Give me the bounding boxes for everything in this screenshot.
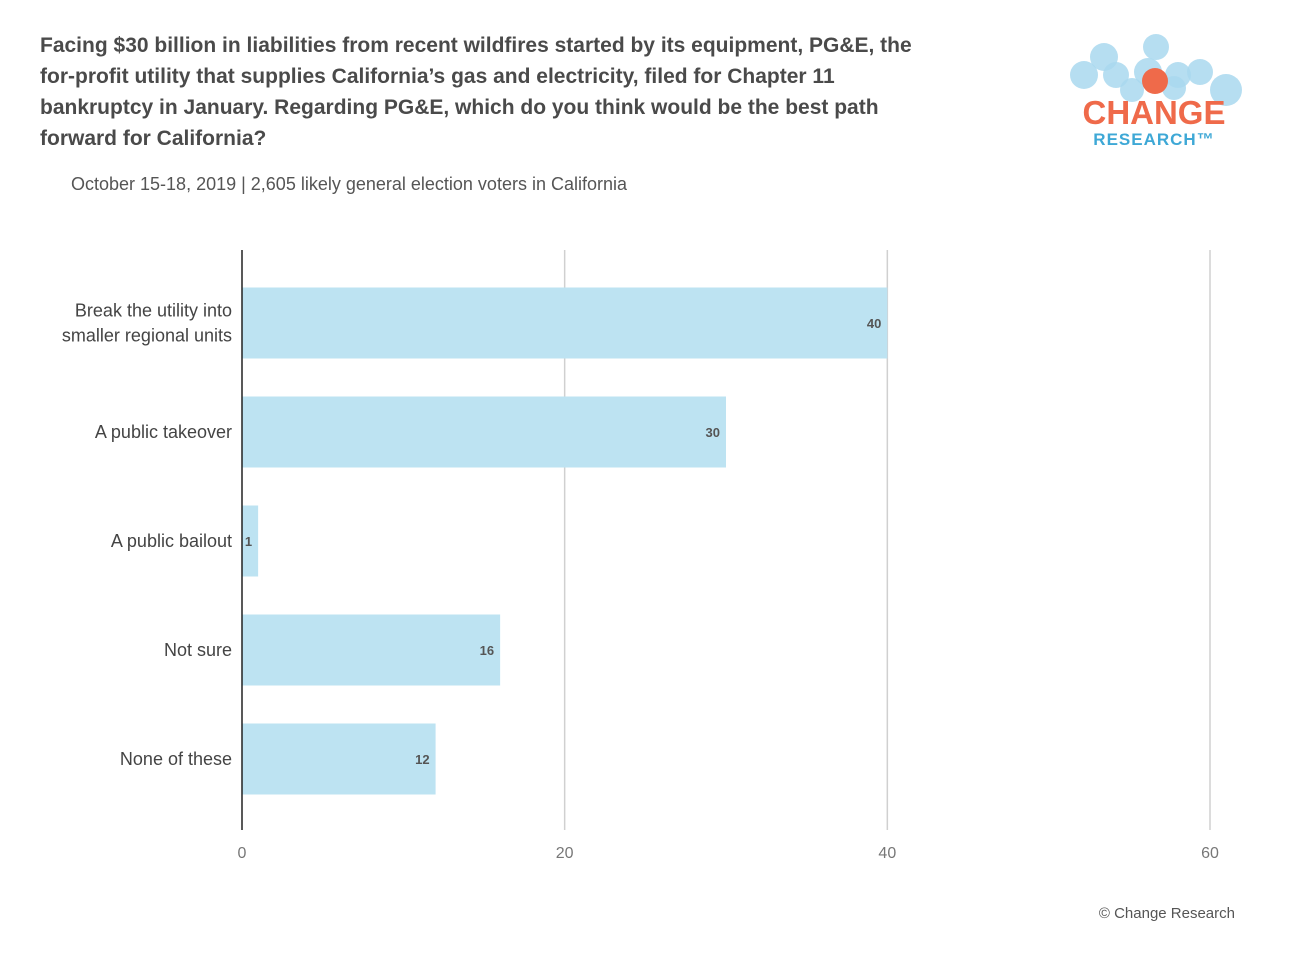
- bar: [242, 614, 501, 686]
- category-label: A public takeover: [95, 422, 232, 442]
- data-label: 40: [867, 316, 881, 331]
- change-research-logo: CHANGE RESEARCH™: [1062, 30, 1252, 160]
- data-label: 12: [415, 752, 429, 767]
- bar: [242, 723, 436, 795]
- bar: [242, 396, 726, 468]
- data-label: 30: [706, 425, 720, 440]
- bar-layer: [242, 287, 888, 795]
- chart-title: Facing $30 billion in liabilities from r…: [40, 34, 912, 150]
- category-label: Break the utility into smaller regional u…: [62, 301, 232, 346]
- logo-word-research: RESEARCH™: [1093, 130, 1215, 149]
- x-tick-label: 20: [556, 845, 574, 862]
- label-layer: 40 Break the utility into smaller regional…: [62, 301, 881, 770]
- x-tick-label: 60: [1201, 845, 1219, 862]
- copyright-footer: © Change Research: [1098, 905, 1235, 922]
- axis-layer: 0 20 40 60: [238, 250, 1219, 862]
- data-label: 16: [480, 643, 494, 658]
- logo-bubbles-icon: [1070, 34, 1242, 106]
- logo-word-change: CHANGE: [1082, 94, 1226, 131]
- x-tick-label: 40: [878, 845, 896, 862]
- x-tick-label: 0: [238, 845, 247, 862]
- category-label: A public bailout: [111, 531, 232, 551]
- bar: [242, 287, 888, 359]
- category-label: Not sure: [164, 640, 232, 660]
- data-label: 1: [245, 534, 252, 549]
- chart-subtitle: October 15-18, 2019 | 2,605 likely gener…: [71, 174, 627, 194]
- bar: [242, 505, 259, 577]
- category-label: None of these: [120, 749, 232, 769]
